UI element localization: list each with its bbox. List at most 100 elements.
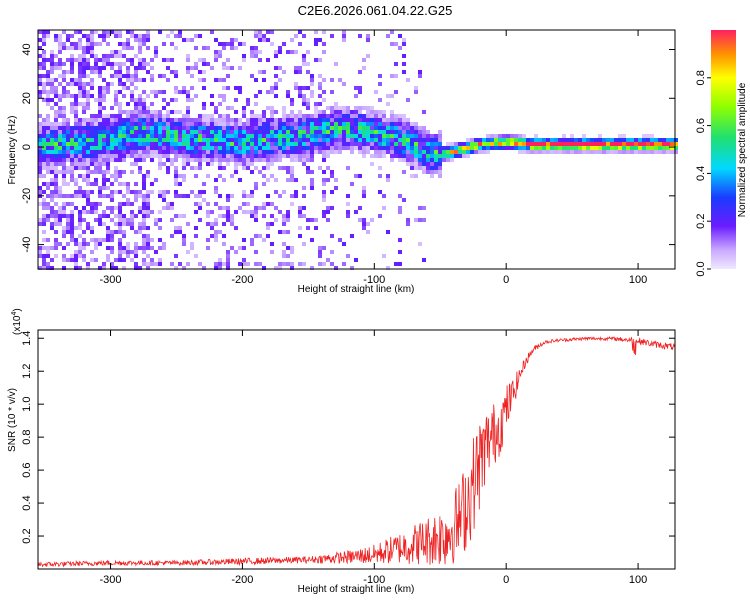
spectrogram-cell: [222, 118, 226, 122]
spectrogram-cell: [294, 114, 298, 118]
spectrogram-cell: [86, 162, 90, 166]
spectrogram-cell: [614, 142, 618, 146]
spectrogram-cell: [562, 146, 566, 150]
spectrogram-cell: [90, 182, 94, 186]
spectrogram-cell: [258, 262, 262, 266]
spectrogram-cell: [662, 150, 666, 154]
spectrogram-cell: [210, 138, 214, 142]
spectrogram-cell: [326, 206, 330, 210]
colorbar-tick-label: 0.0: [695, 261, 707, 276]
spectrogram-cell: [278, 150, 282, 154]
spectrogram-cell: [398, 118, 402, 122]
spectrogram-cell: [642, 146, 646, 150]
spectrogram-cell: [282, 146, 286, 150]
spectrogram-cell: [70, 54, 74, 58]
spectrogram-cell: [402, 198, 406, 202]
spectrogram-cell: [50, 78, 54, 82]
spectrogram-cell: [206, 122, 210, 126]
spectrogram-cell: [434, 134, 438, 138]
spectrogram-cell: [314, 226, 318, 230]
spectrogram-cell: [142, 258, 146, 262]
spectrogram-cell: [154, 110, 158, 114]
spectrogram-cell: [274, 138, 278, 142]
spectrogram-cell: [278, 134, 282, 138]
spectrogram-cell: [50, 66, 54, 70]
spectrogram-cell: [330, 150, 334, 154]
spectrogram-cell: [342, 134, 346, 138]
spectrogram-cell: [610, 138, 614, 142]
spectrogram-cell: [574, 138, 578, 142]
spectrogram-cell: [118, 154, 122, 158]
spectrogram-cell: [510, 146, 514, 150]
spectrogram-cell: [42, 74, 46, 78]
spectrogram-cell: [214, 234, 218, 238]
spectrogram-cell: [262, 118, 266, 122]
spectrogram-cell: [230, 150, 234, 154]
spectrogram-cell: [78, 158, 82, 162]
spectrogram-cell: [78, 162, 82, 166]
spectrogram-cell: [442, 146, 446, 150]
spectrogram-cell: [226, 198, 230, 202]
spectrogram-cell: [42, 134, 46, 138]
spectrogram-cell: [278, 230, 282, 234]
spectrogram-cell: [94, 206, 98, 210]
spectrogram-cell: [378, 126, 382, 130]
spectrogram-cell: [138, 206, 142, 210]
spectrogram-cell: [78, 62, 82, 66]
spectrogram-cell: [294, 150, 298, 154]
spectrogram-cell: [174, 110, 178, 114]
spectrogram-cell: [222, 234, 226, 238]
spectrogram-cell: [66, 142, 70, 146]
spectrogram-cell: [250, 170, 254, 174]
spectrogram-cell: [118, 42, 122, 46]
spectrogram-cell: [534, 142, 538, 146]
spectrogram-cell: [178, 182, 182, 186]
spectrogram-cell: [134, 242, 138, 246]
spectrogram-cell: [82, 62, 86, 66]
spectrogram-cell: [518, 150, 522, 154]
spectrogram-cell: [282, 134, 286, 138]
spectrogram-cell: [414, 142, 418, 146]
spectrogram-cell: [598, 134, 602, 138]
spectrogram-cell: [130, 218, 134, 222]
spectrogram-cell: [166, 154, 170, 158]
spectrogram-cell: [94, 66, 98, 70]
spectrogram-cell: [406, 218, 410, 222]
spectrogram-cell: [110, 74, 114, 78]
spectrogram-cell: [146, 214, 150, 218]
spectrogram-cell: [142, 142, 146, 146]
spectrogram-cell: [378, 190, 382, 194]
spectrogram-cell: [190, 158, 194, 162]
spectrogram-cell: [134, 34, 138, 38]
spectrogram-cell: [326, 258, 330, 262]
spectrogram-cell: [214, 146, 218, 150]
spectrogram-cell: [218, 126, 222, 130]
spectrogram-cell: [250, 146, 254, 150]
spectrogram-cell: [238, 118, 242, 122]
spectrogram-cell: [138, 226, 142, 230]
spectrogram-cell: [54, 230, 58, 234]
spectrogram-cell: [106, 186, 110, 190]
spectrogram-cell: [310, 78, 314, 82]
spectrogram-cell: [290, 110, 294, 114]
spectrogram-cell: [178, 110, 182, 114]
spectrogram-cell: [530, 138, 534, 142]
spectrogram-cell: [366, 130, 370, 134]
spectrogram-cell: [410, 146, 414, 150]
spectrogram-cell: [58, 74, 62, 78]
spectrogram-cell: [126, 202, 130, 206]
spectrogram-cell: [74, 94, 78, 98]
spectrogram-cell: [310, 74, 314, 78]
spectrogram-cell: [430, 158, 434, 162]
spectrogram-cell: [90, 82, 94, 86]
spectrogram-cell: [398, 158, 402, 162]
spectrogram-cell: [106, 206, 110, 210]
spectrogram-cell: [62, 94, 66, 98]
spectrogram-cell: [94, 202, 98, 206]
spectrogram-cell: [230, 194, 234, 198]
spectrogram-cell: [110, 218, 114, 222]
spectrogram-cell: [50, 226, 54, 230]
spectrogram-cell: [70, 254, 74, 258]
spectrogram-cell: [458, 142, 462, 146]
spectrogram-cell: [186, 118, 190, 122]
